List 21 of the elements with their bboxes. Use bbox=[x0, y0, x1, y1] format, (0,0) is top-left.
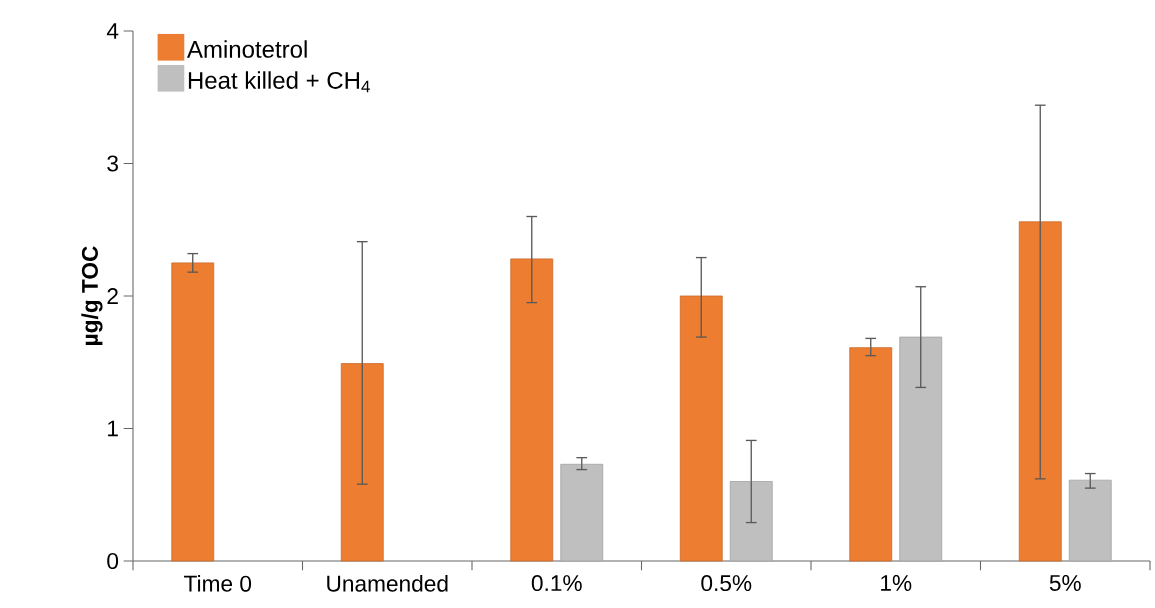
x-tick-label: 0.5% bbox=[701, 575, 752, 592]
y-axis-title: µg/g TOC bbox=[81, 246, 103, 345]
y-tick-label: 3 bbox=[107, 155, 118, 172]
y-tick-label: 2 bbox=[107, 288, 118, 304]
x-tick-label: 0.1% bbox=[531, 575, 582, 592]
bar bbox=[849, 347, 893, 562]
y-tick-label: 1 bbox=[108, 420, 118, 437]
legend-label: Heat killed + CH$_{4}$ bbox=[188, 71, 370, 93]
bar bbox=[899, 336, 943, 562]
x-tick-label: Time 0 bbox=[184, 575, 252, 592]
bar bbox=[171, 262, 215, 562]
y-tick-label: 0 bbox=[107, 552, 119, 570]
bar bbox=[510, 258, 554, 562]
bar bbox=[679, 295, 723, 562]
x-tick-label: 5% bbox=[1049, 575, 1081, 591]
x-tick-label: 1% bbox=[881, 575, 912, 591]
bar bbox=[560, 463, 604, 562]
x-tick-label: Unamended bbox=[327, 575, 448, 592]
legend-label: Aminotetrol bbox=[186, 40, 307, 58]
bar bbox=[1068, 479, 1112, 562]
y-tick-label: 4 bbox=[106, 23, 119, 39]
